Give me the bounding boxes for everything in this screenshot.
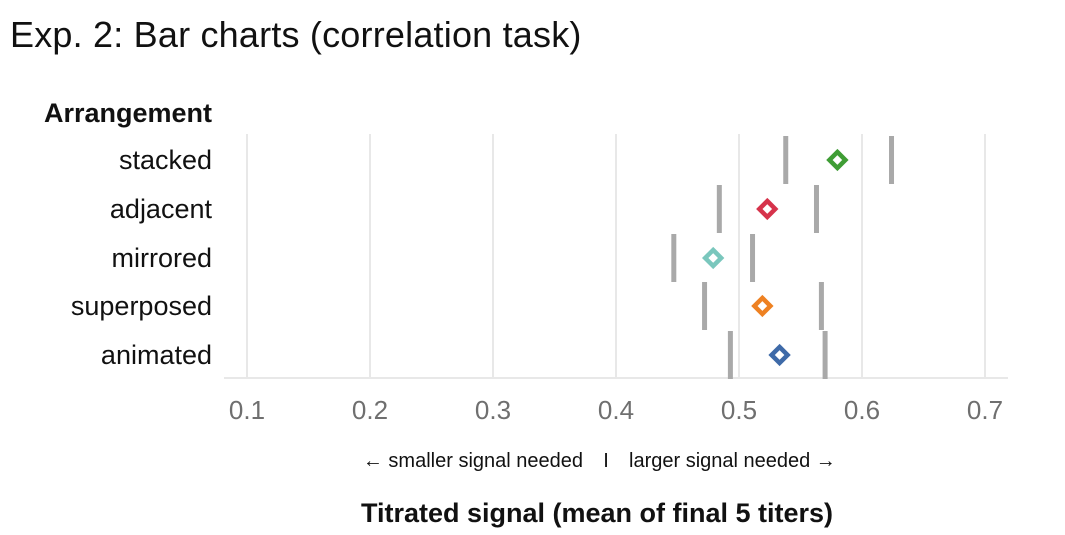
category-label: adjacent [110, 194, 213, 224]
x-axis-label: Titrated signal (mean of final 5 titers) [361, 498, 833, 528]
group-label: Arrangement [44, 98, 212, 128]
category-label: superposed [71, 291, 212, 321]
category-labels: stacked adjacent mirrored superposed animate… [71, 145, 213, 370]
category-label: stacked [119, 145, 212, 175]
mean-point-animated [768, 343, 791, 367]
chart-title: Exp. 2: Bar charts (correlation task) [10, 14, 582, 55]
x-tick-labels: 0.1 0.2 0.3 0.4 0.5 0.6 0.7 [229, 395, 1003, 425]
direction-separator: I [603, 450, 609, 472]
confidence-intervals [671, 136, 895, 379]
category-label: mirrored [111, 243, 212, 273]
x-tick-label: 0.5 [721, 395, 757, 425]
mean-point-mirrored [701, 246, 725, 270]
x-tick-label: 0.4 [598, 395, 634, 425]
gridlines [224, 134, 1008, 379]
x-tick-label: 0.7 [967, 395, 1003, 425]
mean-points [701, 148, 849, 367]
category-label: animated [101, 340, 212, 370]
direction-right-label: larger signal needed → [629, 450, 836, 472]
x-tick-label: 0.2 [352, 395, 388, 425]
x-tick-label: 0.6 [844, 395, 880, 425]
mean-point-stacked [826, 148, 849, 172]
mean-point-superposed [751, 294, 774, 318]
mean-point-adjacent [756, 197, 779, 221]
x-tick-label: 0.3 [475, 395, 511, 425]
direction-left-label: ← smaller signal needed [363, 450, 583, 472]
x-tick-label: 0.1 [229, 395, 265, 425]
